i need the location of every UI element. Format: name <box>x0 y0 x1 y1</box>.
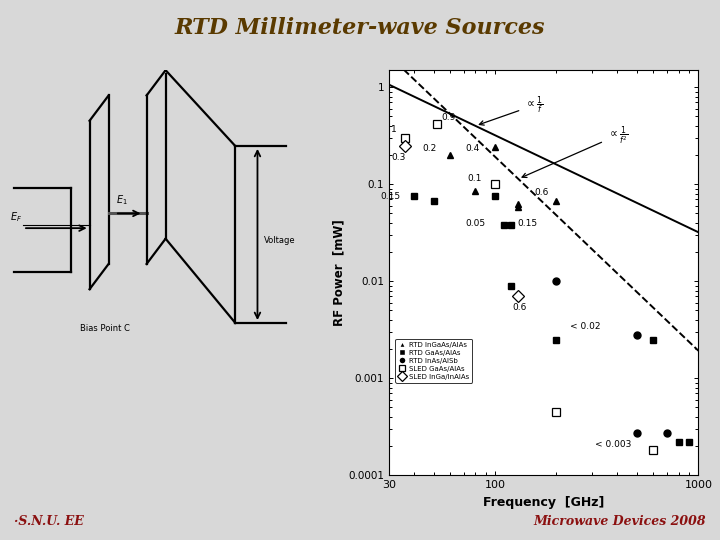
Text: < 0.003: < 0.003 <box>595 440 631 449</box>
Text: 0.1: 0.1 <box>467 174 482 184</box>
Text: 0.05: 0.05 <box>466 219 486 228</box>
Text: ·S.N.U. EE: ·S.N.U. EE <box>14 515 84 528</box>
Text: Microwave Devices 2008: Microwave Devices 2008 <box>533 515 706 528</box>
Y-axis label: RF Power  [mW]: RF Power [mW] <box>332 219 345 326</box>
Text: Bias Point C: Bias Point C <box>80 325 130 333</box>
Text: 0.6: 0.6 <box>534 188 549 197</box>
Text: 0.6: 0.6 <box>513 303 527 312</box>
Legend: RTD InGaAs/AlAs, RTD GaAs/AlAs, RTD InAs/AlSb, SLED GaAs/AlAs, SLED InGa/InAlAs: RTD InGaAs/AlAs, RTD GaAs/AlAs, RTD InAs… <box>395 339 472 383</box>
Text: $\propto \frac{1}{f^3}$: $\propto \frac{1}{f^3}$ <box>0 539 1 540</box>
Text: 0.3: 0.3 <box>391 153 405 161</box>
Text: 1: 1 <box>391 125 397 134</box>
Text: $E_1$: $E_1$ <box>117 193 128 207</box>
Text: $\propto \frac{1}{f}$: $\propto \frac{1}{f}$ <box>480 94 544 125</box>
Text: 0.4: 0.4 <box>465 144 480 153</box>
Text: $\propto \frac{1}{f^2}$: $\propto \frac{1}{f^2}$ <box>522 124 628 178</box>
Text: 0.15: 0.15 <box>381 192 401 201</box>
Text: RTD Millimeter-wave Sources: RTD Millimeter-wave Sources <box>175 17 545 39</box>
Text: < 0.02: < 0.02 <box>570 322 600 332</box>
Text: Voltage: Voltage <box>264 236 295 245</box>
Text: 0.9: 0.9 <box>441 113 456 122</box>
X-axis label: Frequency  [GHz]: Frequency [GHz] <box>483 496 604 509</box>
Text: 0.15: 0.15 <box>518 219 538 228</box>
Text: 0.2: 0.2 <box>422 144 436 153</box>
Text: $E_F$: $E_F$ <box>10 210 22 224</box>
